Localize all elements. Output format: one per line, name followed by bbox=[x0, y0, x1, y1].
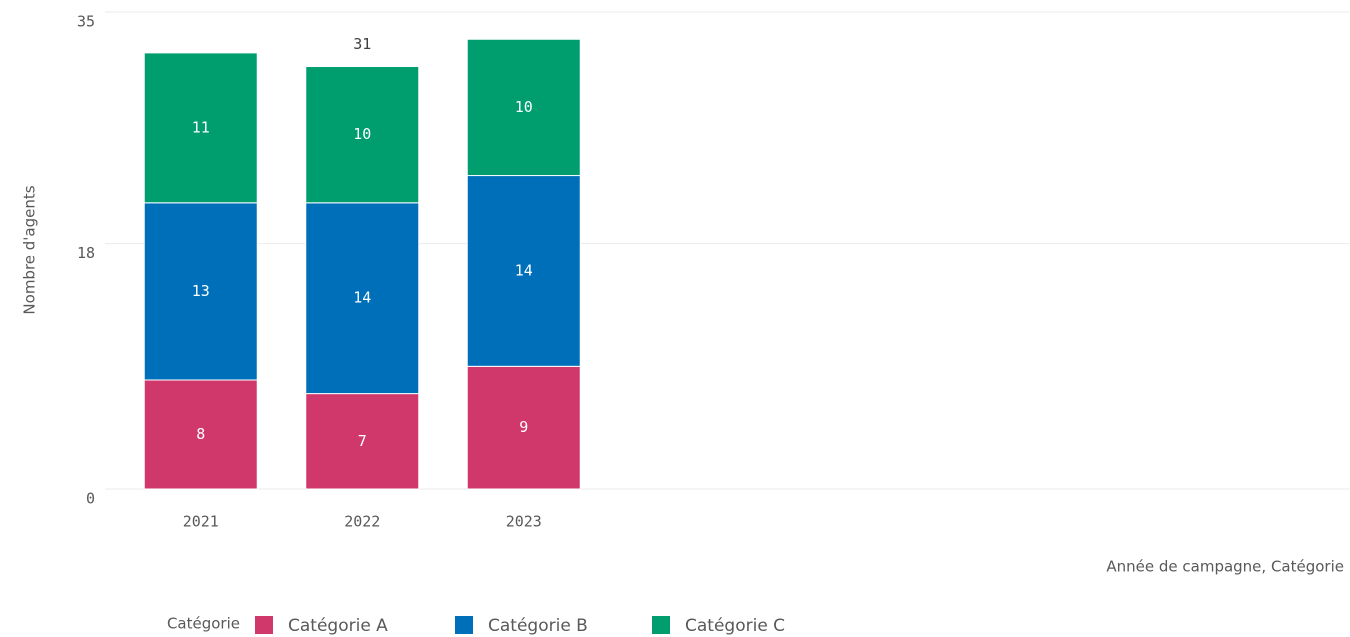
bar-segment bbox=[305, 66, 420, 204]
x-tick-label: 2022 bbox=[344, 513, 380, 531]
data-label: 11 bbox=[192, 118, 210, 136]
x-axis-title: Année de campagne, Catégorie bbox=[1106, 558, 1344, 576]
bar-segment bbox=[305, 202, 420, 395]
data-label: 10 bbox=[353, 125, 371, 143]
data-label: 14 bbox=[353, 289, 371, 307]
bar-segment bbox=[143, 379, 258, 490]
data-label: 14 bbox=[515, 261, 533, 279]
y-tick-label: 35 bbox=[77, 13, 95, 31]
legend-label: Catégorie A bbox=[288, 616, 388, 636]
legend-swatch bbox=[652, 616, 670, 634]
x-tick-label: 2023 bbox=[506, 513, 542, 531]
data-label: 10 bbox=[515, 98, 533, 116]
legend-title: Catégorie bbox=[167, 615, 240, 633]
bar-segment bbox=[466, 38, 581, 177]
data-label: 8 bbox=[196, 425, 205, 443]
bar-segment bbox=[466, 175, 581, 367]
legend-swatch bbox=[255, 616, 273, 634]
legend-swatch bbox=[455, 616, 473, 634]
data-label: 13 bbox=[192, 282, 210, 300]
y-tick-label: 0 bbox=[86, 490, 95, 508]
data-label: 7 bbox=[358, 432, 367, 450]
bar-segment bbox=[466, 365, 581, 490]
bar-segment bbox=[305, 393, 420, 490]
y-tick-label: 18 bbox=[77, 244, 95, 262]
y-axis-title: Nombre d'agents bbox=[21, 185, 39, 314]
data-label: 9 bbox=[519, 418, 528, 436]
bar-segment bbox=[143, 52, 258, 204]
legend-label: Catégorie C bbox=[685, 616, 785, 636]
total-label: 31 bbox=[353, 35, 371, 53]
x-tick-label: 2021 bbox=[183, 513, 219, 531]
legend-label: Catégorie B bbox=[488, 616, 588, 636]
